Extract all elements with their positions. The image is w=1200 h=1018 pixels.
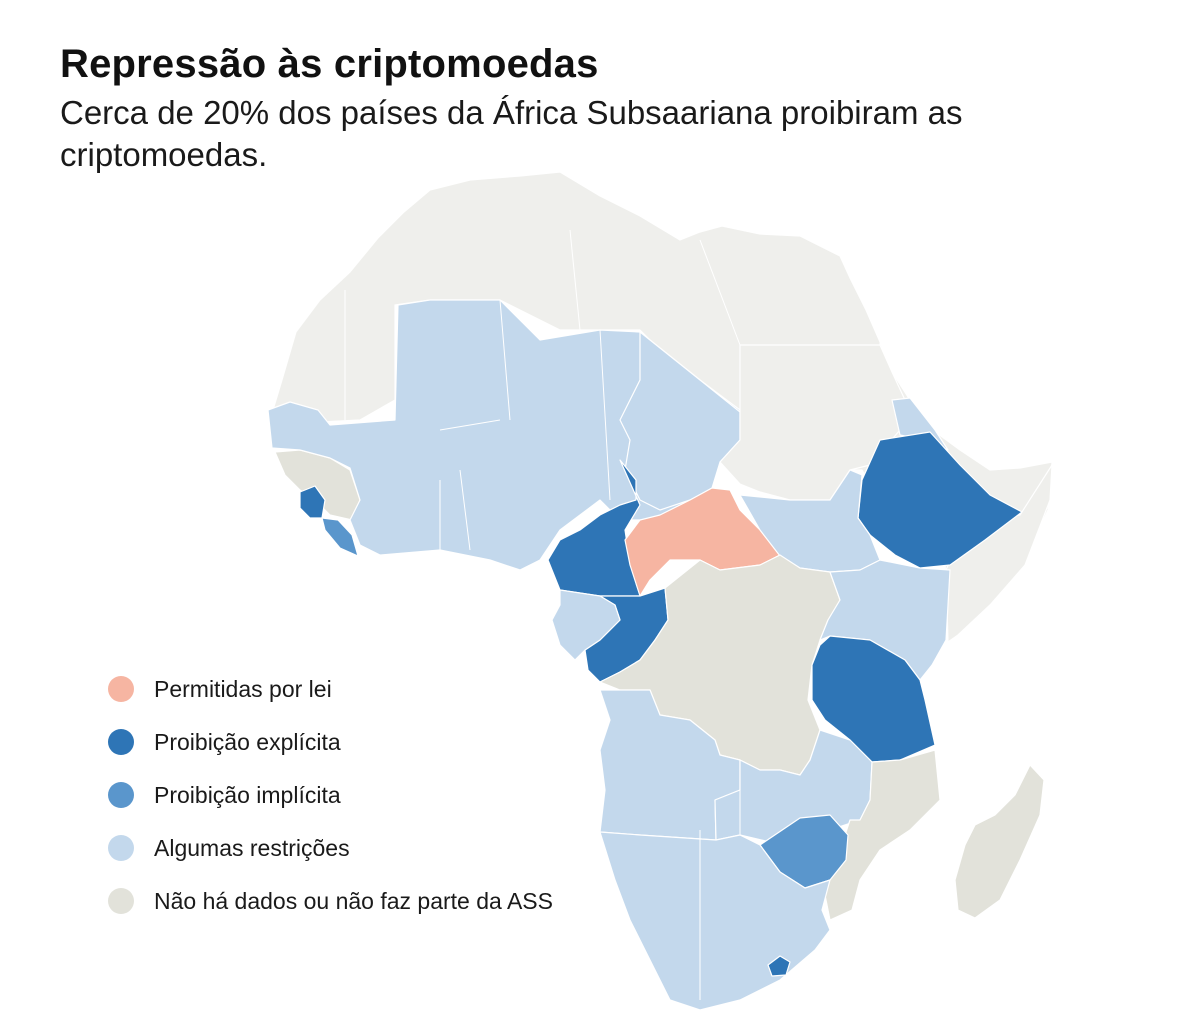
- legend-label-explicit-ban: Proibição explícita: [154, 728, 341, 755]
- legend-label-implicit-ban: Proibição implícita: [154, 781, 341, 808]
- legend: Permitidas por lei Proibição explícita P…: [108, 676, 553, 941]
- legend-item-allowed: Permitidas por lei: [108, 676, 553, 702]
- lesotho-explicit: [767, 955, 791, 977]
- liberia-implicit: [321, 517, 359, 557]
- legend-swatch-some-restrictions: [108, 835, 134, 861]
- legend-label-no-data: Não há dados ou não faz parte da ASS: [154, 887, 553, 914]
- legend-item-implicit-ban: Proibição implícita: [108, 782, 553, 808]
- gabon-restrictions: [551, 589, 621, 661]
- legend-swatch-allowed: [108, 676, 134, 702]
- legend-label-some-restrictions: Algumas restrições: [154, 834, 350, 861]
- legend-item-some-restrictions: Algumas restrições: [108, 835, 553, 861]
- map-title: Repressão às criptomoedas: [60, 42, 599, 86]
- legend-label-allowed: Permitidas por lei: [154, 675, 332, 702]
- madagascar-nodata: [954, 764, 1045, 919]
- map-subtitle: Cerca de 20% dos países da África Subsaa…: [60, 94, 963, 173]
- mozambique-nodata: [821, 749, 941, 921]
- legend-item-explicit-ban: Proibição explícita: [108, 729, 553, 755]
- legend-swatch-no-data: [108, 888, 134, 914]
- legend-swatch-implicit-ban: [108, 782, 134, 808]
- legend-item-no-data: Não há dados ou não faz parte da ASS: [108, 888, 553, 914]
- border-lines: [344, 229, 881, 1000]
- legend-swatch-explicit-ban: [108, 729, 134, 755]
